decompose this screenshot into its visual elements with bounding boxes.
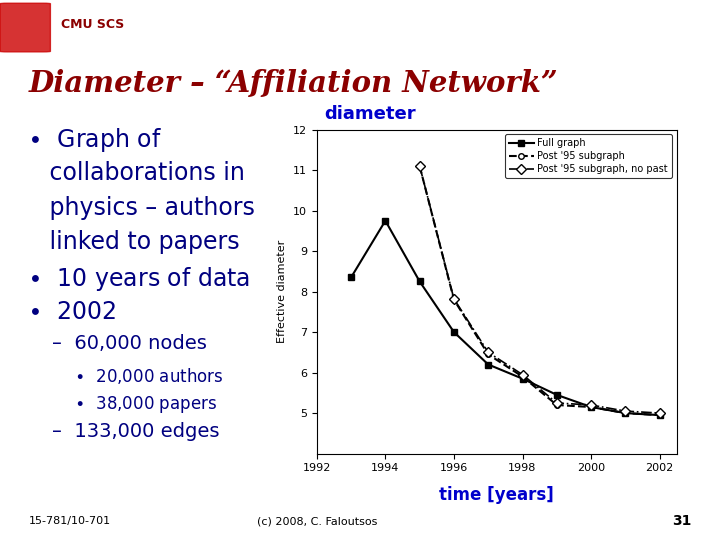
Text: $\bullet$  Graph of: $\bullet$ Graph of <box>27 126 162 154</box>
Full graph <box>621 410 630 416</box>
Post '95 subgraph <box>587 404 595 410</box>
Full graph <box>381 218 390 224</box>
Post '95 subgraph, no past <box>552 400 561 406</box>
Post '95 subgraph, no past <box>415 163 424 169</box>
Post '95 subgraph <box>655 412 664 418</box>
Post '95 subgraph, no past <box>449 295 458 302</box>
Post '95 subgraph, no past <box>655 410 664 416</box>
Post '95 subgraph <box>415 163 424 169</box>
Full graph <box>655 412 664 418</box>
Post '95 subgraph, no past <box>518 372 527 378</box>
FancyBboxPatch shape <box>0 3 50 52</box>
Text: physics – authors: physics – authors <box>27 195 255 220</box>
Post '95 subgraph <box>484 351 492 357</box>
Text: $\bullet$  10 years of data: $\bullet$ 10 years of data <box>27 265 251 293</box>
Text: $\bullet$  38,000 papers: $\bullet$ 38,000 papers <box>27 394 217 415</box>
Full graph <box>587 404 595 410</box>
Post '95 subgraph, no past <box>621 408 630 414</box>
Post '95 subgraph, no past <box>484 349 492 355</box>
Text: time [years]: time [years] <box>439 485 554 503</box>
Text: collaborations in: collaborations in <box>27 161 246 185</box>
Text: –  60,000 nodes: – 60,000 nodes <box>27 334 207 353</box>
Text: CMU SCS: CMU SCS <box>61 18 125 31</box>
Text: linked to papers: linked to papers <box>27 230 240 254</box>
Text: $\bullet$  2002: $\bullet$ 2002 <box>27 300 117 323</box>
Text: Diameter – “Affiliation Network”: Diameter – “Affiliation Network” <box>29 69 559 98</box>
Full graph <box>484 361 492 368</box>
Full graph <box>449 329 458 335</box>
Line: Full graph: Full graph <box>348 218 662 418</box>
Text: (c) 2008, C. Faloutsos: (c) 2008, C. Faloutsos <box>256 516 377 526</box>
Text: –  133,000 edges: – 133,000 edges <box>27 422 220 441</box>
Y-axis label: Effective diameter: Effective diameter <box>277 240 287 343</box>
Text: 31: 31 <box>672 514 691 528</box>
Line: Post '95 subgraph: Post '95 subgraph <box>417 163 662 418</box>
Full graph <box>415 278 424 285</box>
Text: diameter: diameter <box>324 105 415 123</box>
Line: Post '95 subgraph, no past: Post '95 subgraph, no past <box>416 163 663 416</box>
Post '95 subgraph <box>449 296 458 303</box>
Post '95 subgraph <box>552 402 561 408</box>
Full graph <box>347 274 356 281</box>
Post '95 subgraph <box>621 410 630 416</box>
Post '95 subgraph <box>518 374 527 380</box>
Post '95 subgraph, no past <box>587 402 595 408</box>
Legend: Full graph, Post '95 subgraph, Post '95 subgraph, no past: Full graph, Post '95 subgraph, Post '95 … <box>505 134 672 178</box>
Full graph <box>518 375 527 382</box>
Full graph <box>552 392 561 398</box>
Text: 15-781/10-701: 15-781/10-701 <box>29 516 111 526</box>
Text: $\bullet$  20,000 authors: $\bullet$ 20,000 authors <box>27 366 224 386</box>
